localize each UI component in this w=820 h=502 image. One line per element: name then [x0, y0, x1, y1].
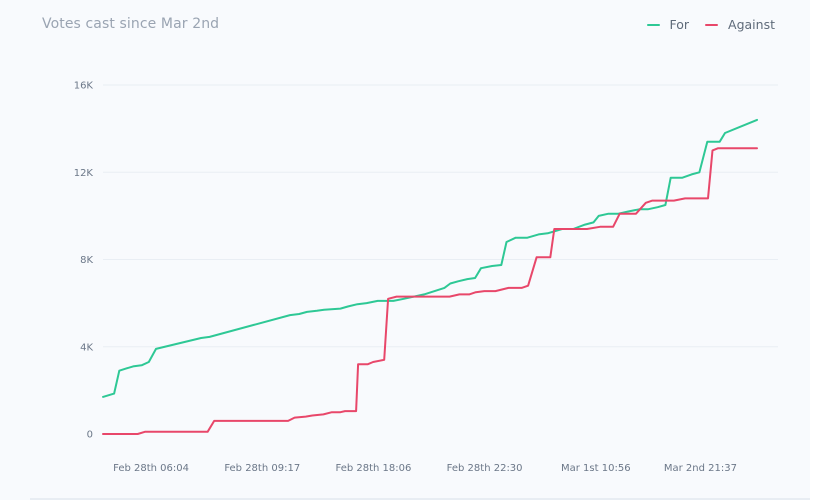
x-tick-label: Feb 28th 06:04	[113, 463, 189, 474]
series-line-for[interactable]	[102, 118, 758, 398]
y-tick-label: 12K	[74, 168, 94, 179]
y-tick-label: 16K	[74, 81, 94, 92]
series-line-against[interactable]	[102, 147, 758, 435]
x-tick-label: Feb 28th 09:17	[224, 463, 300, 474]
legend-label-against: Against	[728, 17, 775, 32]
legend-swatch-against	[705, 23, 719, 26]
y-tick-labels: 0 4K 8K 12K 16K	[74, 81, 94, 441]
x-tick-label: Feb 28th 22:30	[447, 463, 523, 474]
y-tick-label: 4K	[80, 342, 93, 353]
series-lines	[102, 118, 758, 435]
legend-label-for: For	[669, 17, 690, 32]
legend-swatch-for	[646, 23, 660, 26]
chart-legend: For Against	[646, 17, 775, 32]
legend-item-against[interactable]: Against	[705, 17, 775, 32]
x-tick-labels: Feb 28th 06:04 Feb 28th 09:17 Feb 28th 18:…	[113, 463, 737, 474]
y-tick-label: 8K	[80, 255, 93, 266]
x-tick-label: Mar 1st 10:56	[561, 463, 631, 474]
chart-title: Votes cast since Mar 2nd	[42, 16, 220, 32]
x-tick-label: Feb 28th 18:06	[336, 463, 412, 474]
card-divider	[30, 498, 810, 500]
grid-lines	[103, 84, 778, 348]
y-tick-label: 0	[87, 430, 93, 441]
legend-item-for[interactable]: For	[646, 17, 690, 32]
x-tick-label: Mar 2nd 21:37	[664, 463, 737, 474]
